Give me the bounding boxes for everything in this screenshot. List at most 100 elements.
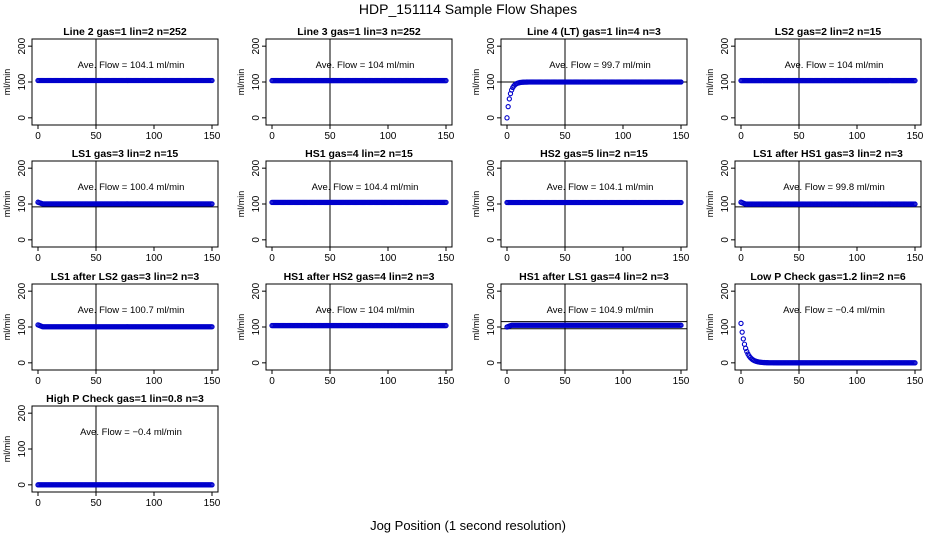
y-tick-label: 0 xyxy=(251,360,262,366)
y-tick-label: 100 xyxy=(251,318,262,335)
x-tick-label: 0 xyxy=(504,253,510,264)
panel-4: LS2 gas=2 lin=2 n=15 0 50 100 150 0 100 200 ml/m… xyxy=(705,26,924,142)
y-axis-label: ml/min xyxy=(2,314,12,341)
panel-11: HS1 after LS1 gas=4 lin=2 n=3 0 50 100 150 0 1… xyxy=(471,271,690,387)
y-tick-label: 100 xyxy=(17,73,28,90)
y-axis-label: ml/min xyxy=(705,69,715,96)
y-axis-label: ml/min xyxy=(236,191,246,218)
x-tick-label: 150 xyxy=(438,131,455,142)
avg-flow-annotation: Ave. Flow = 100.4 ml/min xyxy=(78,182,185,193)
data-point xyxy=(443,77,449,84)
data-point xyxy=(506,96,512,102)
panel-title: Low P Check gas=1.2 lin=2 n=6 xyxy=(750,271,905,283)
y-tick-label: 100 xyxy=(720,195,731,212)
y-tick-label: 0 xyxy=(251,237,262,243)
x-tick-label: 0 xyxy=(738,253,744,264)
data-point xyxy=(740,336,746,342)
y-tick-label: 200 xyxy=(251,37,262,54)
x-tick-label: 150 xyxy=(907,131,924,142)
x-tick-label: 100 xyxy=(146,131,163,142)
avg-flow-annotation: Ave. Flow = 104 ml/min xyxy=(316,305,415,316)
x-tick-label: 0 xyxy=(35,498,41,509)
data-point xyxy=(739,329,745,335)
data-point xyxy=(678,322,684,328)
x-tick-label: 100 xyxy=(146,498,163,509)
panel-title: HS2 gas=5 lin=2 n=15 xyxy=(540,148,648,160)
avg-flow-annotation: Ave. Flow = 104.1 ml/min xyxy=(78,60,185,71)
y-tick-label: 200 xyxy=(251,159,262,176)
y-tick-label: 0 xyxy=(251,115,262,121)
data-point xyxy=(443,199,449,206)
x-tick-label: 0 xyxy=(35,376,41,387)
x-tick-label: 50 xyxy=(90,131,102,142)
panel-title: Line 2 gas=1 lin=2 n=252 xyxy=(63,26,187,38)
y-tick-label: 0 xyxy=(720,237,731,243)
x-tick-label: 100 xyxy=(849,376,866,387)
y-tick-label: 0 xyxy=(720,360,731,366)
data-point xyxy=(912,201,918,207)
y-tick-label: 100 xyxy=(486,318,497,335)
y-tick-label: 0 xyxy=(720,115,731,121)
panel-title: LS1 gas=3 lin=2 n=15 xyxy=(72,148,179,160)
y-tick-label: 0 xyxy=(17,482,28,488)
y-tick-label: 0 xyxy=(17,237,28,243)
y-tick-label: 200 xyxy=(17,404,28,421)
x-tick-label: 50 xyxy=(793,253,805,264)
data-point xyxy=(912,77,918,84)
y-tick-label: 100 xyxy=(251,73,262,90)
panel-title: Line 4 (LT) gas=1 lin=4 n=3 xyxy=(527,26,661,38)
x-tick-label: 150 xyxy=(673,253,690,264)
x-tick-label: 50 xyxy=(559,376,571,387)
y-axis-label: ml/min xyxy=(705,191,715,218)
x-tick-label: 150 xyxy=(673,376,690,387)
avg-flow-annotation: Ave. Flow = 104 ml/min xyxy=(785,60,884,71)
x-tick-label: 100 xyxy=(615,376,632,387)
panel-12: Low P Check gas=1.2 lin=2 n=6 0 50 100 150 0 1… xyxy=(705,271,924,387)
x-tick-label: 50 xyxy=(793,131,805,142)
panel-title: HS1 after HS2 gas=4 lin=2 n=3 xyxy=(284,271,435,283)
figure-x-axis-label: Jog Position (1 second resolution) xyxy=(370,518,566,533)
avg-flow-annotation: Ave. Flow = 104 ml/min xyxy=(316,60,415,71)
x-tick-label: 0 xyxy=(738,131,744,142)
panel-title: Line 3 gas=1 lin=3 n=252 xyxy=(297,26,421,38)
y-axis-label: ml/min xyxy=(471,191,481,218)
panel-5: LS1 gas=3 lin=2 n=15 0 50 100 150 0 100 200 ml/m… xyxy=(2,148,221,264)
data-point xyxy=(912,360,918,366)
data-point xyxy=(443,322,449,329)
panel-7: HS2 gas=5 lin=2 n=15 0 50 100 150 0 100 200 ml/m… xyxy=(471,148,690,264)
panel-9: LS1 after LS2 gas=3 lin=2 n=3 0 50 100 150 0 1… xyxy=(2,271,221,387)
y-axis-label: ml/min xyxy=(2,191,12,218)
y-tick-label: 100 xyxy=(486,195,497,212)
y-tick-label: 0 xyxy=(486,360,497,366)
y-tick-label: 0 xyxy=(17,360,28,366)
data-point xyxy=(504,115,510,121)
avg-flow-annotation: Ave. Flow = −0.4 ml/min xyxy=(783,305,885,316)
y-tick-label: 200 xyxy=(720,37,731,54)
panel-1: Line 2 gas=1 lin=2 n=252 0 50 100 150 0 100 200… xyxy=(2,26,221,142)
x-tick-label: 100 xyxy=(380,376,397,387)
x-tick-label: 100 xyxy=(849,131,866,142)
x-tick-label: 50 xyxy=(324,253,336,264)
y-tick-label: 200 xyxy=(251,282,262,299)
panel-10: HS1 after HS2 gas=4 lin=2 n=3 0 50 100 150 0 1… xyxy=(236,271,455,387)
y-axis-label: ml/min xyxy=(2,436,12,463)
data-point xyxy=(738,320,744,327)
x-tick-label: 50 xyxy=(559,253,571,264)
avg-flow-annotation: Ave. Flow = 104.1 ml/min xyxy=(547,182,654,193)
y-tick-label: 200 xyxy=(486,37,497,54)
panel-title: HS1 after LS1 gas=4 lin=2 n=3 xyxy=(519,271,669,283)
x-tick-label: 150 xyxy=(204,253,221,264)
x-tick-label: 50 xyxy=(90,253,102,264)
avg-flow-annotation: Ave. Flow = 99.7 ml/min xyxy=(549,60,650,71)
y-tick-label: 100 xyxy=(486,73,497,90)
y-tick-label: 100 xyxy=(720,318,731,335)
y-tick-label: 100 xyxy=(720,73,731,90)
panel-title: High P Check gas=1 lin=0.8 n=3 xyxy=(46,393,204,405)
x-tick-label: 100 xyxy=(615,131,632,142)
x-tick-label: 50 xyxy=(324,131,336,142)
x-tick-label: 0 xyxy=(35,253,41,264)
y-tick-label: 0 xyxy=(486,237,497,243)
y-tick-label: 200 xyxy=(486,159,497,176)
x-tick-label: 150 xyxy=(438,376,455,387)
